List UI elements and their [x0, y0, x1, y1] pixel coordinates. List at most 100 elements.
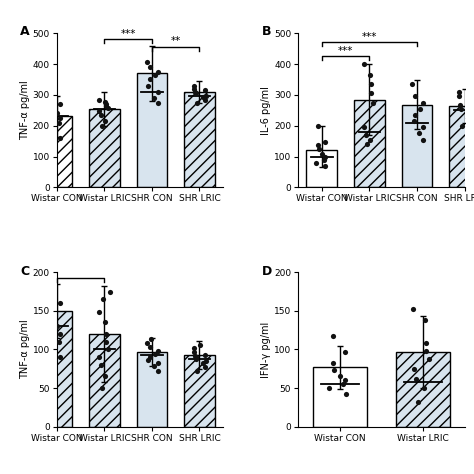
- Point: [419, 99, 427, 106]
- Point: [360, 124, 368, 131]
- Point: [154, 367, 162, 375]
- Point: [101, 373, 109, 380]
- Point: [154, 99, 162, 106]
- Point: [341, 376, 349, 384]
- Point: [155, 68, 162, 75]
- Bar: [449, 106, 474, 187]
- Point: [56, 300, 64, 307]
- Point: [367, 90, 375, 97]
- Bar: [354, 100, 385, 187]
- Bar: [137, 73, 167, 187]
- Point: [415, 398, 422, 406]
- Point: [56, 134, 64, 142]
- Point: [95, 107, 103, 115]
- Point: [456, 89, 463, 96]
- Y-axis label: IFN-γ pg/ml: IFN-γ pg/ml: [261, 321, 271, 378]
- Point: [95, 309, 102, 316]
- Point: [50, 107, 57, 114]
- Point: [199, 360, 207, 367]
- Point: [53, 109, 61, 117]
- Point: [56, 114, 64, 122]
- Point: [456, 101, 464, 109]
- Point: [49, 292, 56, 299]
- Point: [202, 357, 210, 365]
- Point: [55, 119, 62, 127]
- Point: [151, 350, 159, 358]
- Text: D: D: [262, 264, 272, 278]
- Point: [360, 60, 367, 68]
- Point: [98, 122, 106, 129]
- Point: [155, 347, 162, 355]
- Point: [410, 365, 418, 373]
- Point: [104, 346, 112, 353]
- Bar: [401, 105, 432, 187]
- Point: [53, 322, 61, 330]
- Point: [366, 136, 374, 144]
- Point: [366, 71, 374, 79]
- Point: [191, 88, 199, 96]
- Point: [193, 99, 201, 106]
- Bar: [184, 92, 215, 187]
- Point: [329, 359, 337, 366]
- Point: [326, 384, 333, 392]
- Point: [146, 354, 154, 361]
- Point: [416, 105, 424, 112]
- Point: [320, 156, 328, 164]
- Point: [330, 366, 337, 374]
- Y-axis label: TNF-α pg/ml: TNF-α pg/ml: [20, 81, 30, 140]
- Text: **: **: [171, 36, 181, 46]
- Point: [466, 98, 474, 106]
- Point: [409, 305, 417, 312]
- Point: [201, 351, 209, 359]
- Point: [318, 150, 326, 157]
- Point: [202, 91, 210, 99]
- Point: [321, 138, 329, 146]
- Point: [342, 391, 349, 398]
- Bar: [41, 311, 73, 427]
- Point: [363, 140, 371, 148]
- Point: [369, 99, 377, 106]
- Point: [155, 360, 162, 367]
- Point: [411, 111, 419, 119]
- Bar: [89, 109, 120, 187]
- Point: [145, 356, 152, 364]
- Point: [321, 163, 329, 170]
- Bar: [41, 117, 73, 187]
- Bar: [313, 367, 367, 427]
- Y-axis label: IL-6 pg/ml: IL-6 pg/ml: [261, 86, 271, 135]
- Point: [95, 96, 102, 104]
- Y-axis label: TNF-α pg/ml: TNF-α pg/ml: [20, 319, 30, 379]
- Point: [144, 339, 151, 347]
- Text: A: A: [20, 26, 30, 38]
- Point: [420, 384, 428, 392]
- Point: [56, 100, 64, 108]
- Point: [196, 341, 204, 348]
- Point: [151, 363, 158, 370]
- Point: [201, 364, 209, 371]
- Point: [101, 319, 109, 326]
- Point: [425, 355, 433, 363]
- Bar: [184, 355, 215, 427]
- Point: [315, 145, 322, 153]
- Point: [416, 130, 423, 137]
- Point: [192, 355, 200, 363]
- Point: [49, 96, 56, 103]
- Point: [47, 125, 55, 133]
- Point: [191, 85, 198, 92]
- Text: ***: ***: [120, 28, 136, 38]
- Bar: [307, 150, 337, 187]
- Point: [314, 141, 322, 149]
- Point: [193, 367, 201, 375]
- Point: [466, 119, 474, 127]
- Point: [55, 338, 62, 346]
- Point: [101, 98, 109, 106]
- Point: [106, 288, 114, 295]
- Point: [191, 348, 198, 356]
- Text: B: B: [262, 26, 271, 38]
- Point: [329, 332, 337, 339]
- Point: [464, 114, 472, 122]
- Point: [151, 94, 158, 102]
- Point: [336, 373, 344, 380]
- Point: [191, 353, 199, 360]
- Point: [146, 64, 154, 71]
